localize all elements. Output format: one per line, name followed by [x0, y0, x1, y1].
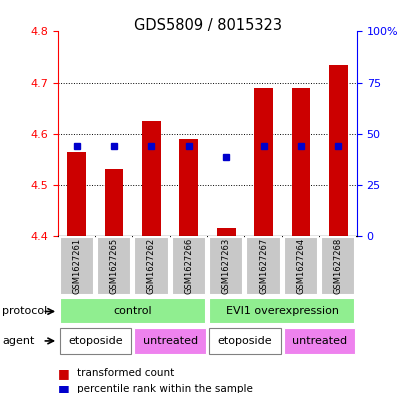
Text: GSM1627261: GSM1627261	[72, 238, 81, 294]
Bar	[321, 237, 355, 296]
Bar	[329, 64, 348, 236]
Text: etoposide: etoposide	[217, 336, 272, 346]
Bar	[209, 237, 243, 296]
Bar	[60, 299, 206, 324]
Text: GSM1627262: GSM1627262	[147, 238, 156, 294]
Bar	[284, 328, 355, 354]
Text: untreated: untreated	[143, 336, 198, 346]
Bar	[217, 228, 236, 236]
Bar	[254, 88, 273, 236]
Bar	[142, 121, 161, 236]
Text: EVI1 overexpression: EVI1 overexpression	[226, 307, 339, 316]
Bar	[105, 169, 124, 236]
Bar	[291, 88, 310, 236]
Bar	[134, 237, 168, 296]
Bar	[134, 328, 206, 354]
Text: ■: ■	[58, 382, 70, 393]
Bar	[97, 237, 131, 296]
Text: GSM1627268: GSM1627268	[334, 238, 343, 294]
Text: GDS5809 / 8015323: GDS5809 / 8015323	[134, 18, 281, 33]
Text: agent: agent	[2, 336, 34, 346]
Text: transformed count: transformed count	[77, 368, 174, 378]
Text: GSM1627263: GSM1627263	[222, 238, 231, 294]
Bar	[209, 328, 281, 354]
Text: GSM1627266: GSM1627266	[184, 238, 193, 294]
Bar	[60, 328, 131, 354]
Text: GSM1627265: GSM1627265	[110, 238, 119, 294]
Bar	[209, 299, 355, 324]
Text: GSM1627267: GSM1627267	[259, 238, 268, 294]
Text: untreated: untreated	[292, 336, 347, 346]
Bar	[67, 151, 86, 236]
Bar	[60, 237, 94, 296]
Text: control: control	[113, 307, 152, 316]
Bar	[247, 237, 281, 296]
Text: GSM1627264: GSM1627264	[296, 238, 305, 294]
Text: percentile rank within the sample: percentile rank within the sample	[77, 384, 253, 393]
Bar	[172, 237, 206, 296]
Text: etoposide: etoposide	[68, 336, 123, 346]
Bar	[179, 139, 198, 236]
Bar	[284, 237, 318, 296]
Text: protocol: protocol	[2, 307, 47, 316]
Text: ■: ■	[58, 367, 70, 380]
